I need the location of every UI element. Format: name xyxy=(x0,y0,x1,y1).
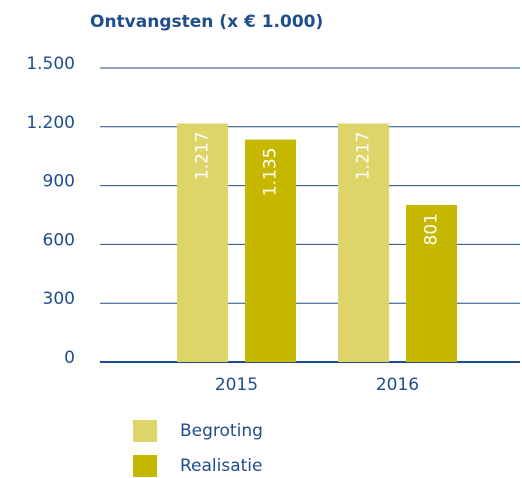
y-tick-label: 0 xyxy=(64,348,75,368)
legend-swatch xyxy=(133,420,157,442)
data-label: 1.217 xyxy=(354,131,374,180)
bar xyxy=(177,123,228,362)
legend-swatch xyxy=(133,455,157,477)
y-tick-label: 1.200 xyxy=(26,113,75,133)
bar xyxy=(338,123,389,362)
legend-label: Begroting xyxy=(180,421,263,441)
y-tick-label: 600 xyxy=(43,230,75,250)
y-tick-label: 1.500 xyxy=(26,54,75,74)
legend-label: Realisatie xyxy=(180,456,263,476)
bar xyxy=(245,139,296,362)
data-label: 1.135 xyxy=(261,148,281,197)
x-tick-label: 2016 xyxy=(376,375,419,395)
chart-title: Ontvangsten (x € 1.000) xyxy=(90,12,323,32)
x-tick-label: 2015 xyxy=(215,375,258,395)
data-label: 1.217 xyxy=(193,131,213,180)
data-label: 801 xyxy=(422,213,442,245)
y-tick-label: 900 xyxy=(43,172,75,192)
bar xyxy=(406,205,457,362)
y-tick-label: 300 xyxy=(43,289,75,309)
